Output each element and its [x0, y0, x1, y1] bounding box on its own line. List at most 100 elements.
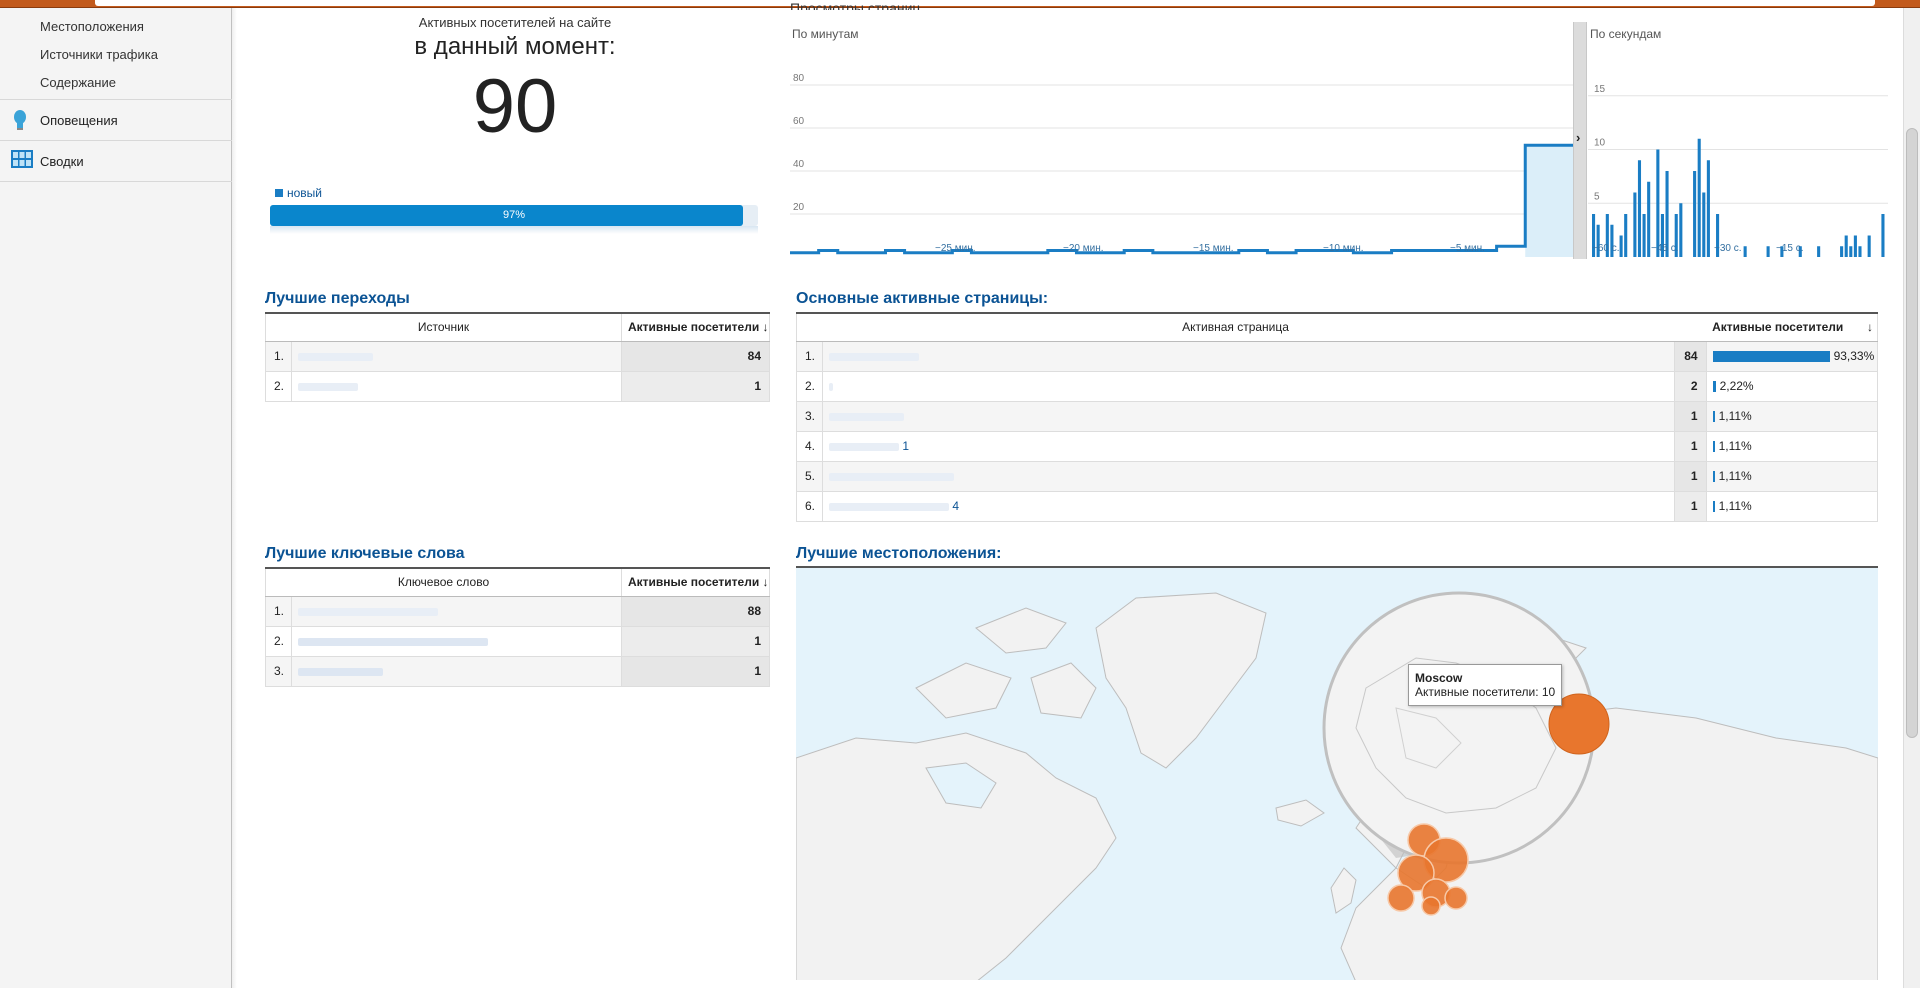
location-tooltip: Moscow Активные посетители: 10 — [1408, 664, 1563, 706]
per-second-bar — [1840, 246, 1844, 257]
table-row[interactable]: 6. 4 1 1,11% — [796, 491, 1879, 522]
sidebar-item-label: Оповещения — [40, 113, 118, 128]
per-second-bar — [1817, 246, 1821, 257]
row-source[interactable] — [291, 341, 622, 372]
row-index: 3. — [265, 656, 292, 687]
location-bubble[interactable] — [1444, 886, 1468, 910]
page-scrollbar[interactable] — [1903, 8, 1920, 988]
sidebar-item-dashboards[interactable]: Сводки — [0, 140, 232, 180]
percent-bar — [1712, 410, 1715, 422]
table-row[interactable]: 1. 84 — [265, 341, 771, 372]
table-row[interactable]: 1. 84 93,33% — [796, 341, 1879, 372]
row-value: 1 — [620, 626, 771, 657]
y-tick-label: 10 — [1594, 138, 1606, 149]
table-row[interactable]: 2. 1 — [265, 371, 771, 402]
sort-down-icon: ↓ — [762, 320, 769, 335]
col-active-page[interactable]: Активная страница — [796, 312, 1675, 342]
row-value: 1 — [1673, 461, 1707, 492]
row-value: 84 — [1673, 341, 1707, 372]
table-row[interactable]: 2. 1 — [265, 626, 771, 657]
pageviews-title: Просмотры страниц — [790, 0, 921, 10]
new-visitors-bar: 97% — [270, 205, 758, 226]
row-keyword[interactable] — [291, 596, 622, 627]
per-second-bar — [1660, 214, 1664, 257]
chart-expand-toggle[interactable]: › — [1573, 22, 1587, 259]
legend-new: новый — [275, 186, 322, 200]
sidebar-item-label: Сводки — [40, 154, 84, 169]
per-second-chart: По секундам 15 10 5 −60 с. −45 с. −30 с. −15 с… — [1588, 22, 1888, 259]
per-second-bar — [1706, 160, 1710, 257]
row-percent: 1,11% — [1705, 461, 1879, 492]
row-keyword[interactable] — [291, 626, 622, 657]
location-bubble[interactable] — [1421, 896, 1441, 916]
table-header: Ключевое слово Активные посетители ↓ — [265, 567, 771, 597]
sidebar-subitem-locations[interactable]: Местоположения — [40, 19, 144, 34]
per-minute-plot: 80 60 40 20 −25 мин. −20 мин. −15 мин. −10 мин.… — [790, 73, 1573, 257]
table-row[interactable]: 3. 1 1,11% — [796, 401, 1879, 432]
table-row[interactable]: 3. 1 — [265, 656, 771, 687]
per-second-bar — [1798, 246, 1802, 257]
chevron-right-icon: › — [1576, 130, 1581, 145]
row-page[interactable] — [822, 341, 1675, 372]
address-bar[interactable] — [95, 0, 1875, 6]
sidebar-subitem-traffic-sources[interactable]: Источники трафика — [40, 47, 158, 62]
locations-map[interactable]: Moscow Активные посетители: 10 — [796, 566, 1878, 980]
row-page[interactable]: 4 — [822, 491, 1675, 522]
per-second-bar — [1702, 192, 1706, 257]
top-referrals-table: Источник Активные посетители ↓ 1. 84 2. … — [265, 312, 771, 402]
per-second-bar — [1610, 224, 1614, 257]
row-page[interactable]: 1 — [822, 431, 1675, 462]
percent-label: 93,33% — [1833, 349, 1875, 364]
y-tick-label: 20 — [793, 202, 805, 213]
row-index: 2. — [796, 371, 823, 402]
sidebar-item-alerts[interactable]: Оповещения — [0, 99, 232, 139]
top-keywords-title: Лучшие ключевые слова — [265, 545, 465, 562]
y-tick-label: 80 — [793, 73, 805, 84]
col-active-visitors[interactable]: Активные посетители ↓ — [620, 567, 771, 597]
percent-label: 1,11% — [1718, 439, 1752, 454]
row-page[interactable] — [822, 371, 1675, 402]
row-page-suffix: 1 — [902, 439, 910, 453]
location-bubble[interactable] — [1387, 884, 1415, 912]
row-page[interactable] — [822, 461, 1675, 492]
col-active-label: Активные посетители — [1712, 320, 1844, 335]
percent-bar — [1712, 380, 1716, 392]
percent-bar — [1712, 470, 1715, 482]
col-active-visitors[interactable]: Активные посетители ↓ — [1706, 312, 1879, 342]
x-tick-label: −20 мин. — [1063, 243, 1104, 254]
location-bubble[interactable] — [1397, 854, 1435, 892]
sidebar-subitem-content[interactable]: Содержание — [40, 75, 116, 90]
table-row[interactable]: 1. 88 — [265, 596, 771, 627]
per-second-bar — [1849, 246, 1853, 257]
per-second-bar — [1693, 171, 1697, 257]
x-tick-label: −25 мин. — [935, 243, 976, 254]
percent-label: 1,11% — [1718, 469, 1752, 484]
per-second-bar — [1619, 235, 1623, 257]
col-active-visitors[interactable]: Активные посетители ↓ — [620, 312, 771, 342]
browser-toolbar — [0, 0, 1920, 8]
row-percent: 1,11% — [1705, 491, 1879, 522]
scrollbar-thumb[interactable] — [1906, 128, 1918, 738]
row-value: 2 — [1673, 371, 1707, 402]
top-referrals-title: Лучшие переходы — [265, 290, 410, 307]
y-tick-label: 15 — [1594, 84, 1606, 95]
table-row[interactable]: 5. 1 1,11% — [796, 461, 1879, 492]
pageviews-line — [790, 143, 1573, 255]
per-second-bar — [1881, 214, 1885, 257]
table-row[interactable]: 2. 2 2,22% — [796, 371, 1879, 402]
row-index: 6. — [796, 491, 823, 522]
col-keyword[interactable]: Ключевое слово — [265, 567, 622, 597]
y-tick-label: 60 — [793, 116, 805, 127]
table-row[interactable]: 4. 1 1 1,11% — [796, 431, 1879, 462]
row-page[interactable] — [822, 401, 1675, 432]
percent-bar — [1712, 350, 1830, 362]
per-second-bar — [1596, 224, 1600, 257]
per-second-bar — [1853, 235, 1857, 257]
col-source[interactable]: Источник — [265, 312, 622, 342]
row-source[interactable] — [291, 371, 622, 402]
per-minute-chart: По минутам 80 60 40 20 −25 мин. −20 мин. −15 м… — [790, 22, 1573, 259]
row-value: 1 — [1673, 431, 1707, 462]
row-keyword[interactable] — [291, 656, 622, 687]
per-minute-label: По минутам — [792, 27, 859, 41]
per-second-label: По секундам — [1590, 27, 1662, 41]
